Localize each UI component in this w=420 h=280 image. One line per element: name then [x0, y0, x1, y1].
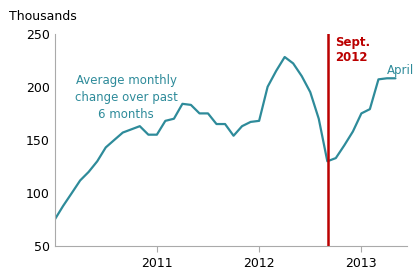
Text: Sept.
2012: Sept. 2012	[335, 36, 370, 64]
Text: Average monthly
change over past
6 months: Average monthly change over past 6 month…	[75, 74, 178, 121]
Text: Thousands: Thousands	[9, 10, 76, 23]
Text: April: April	[387, 64, 414, 77]
